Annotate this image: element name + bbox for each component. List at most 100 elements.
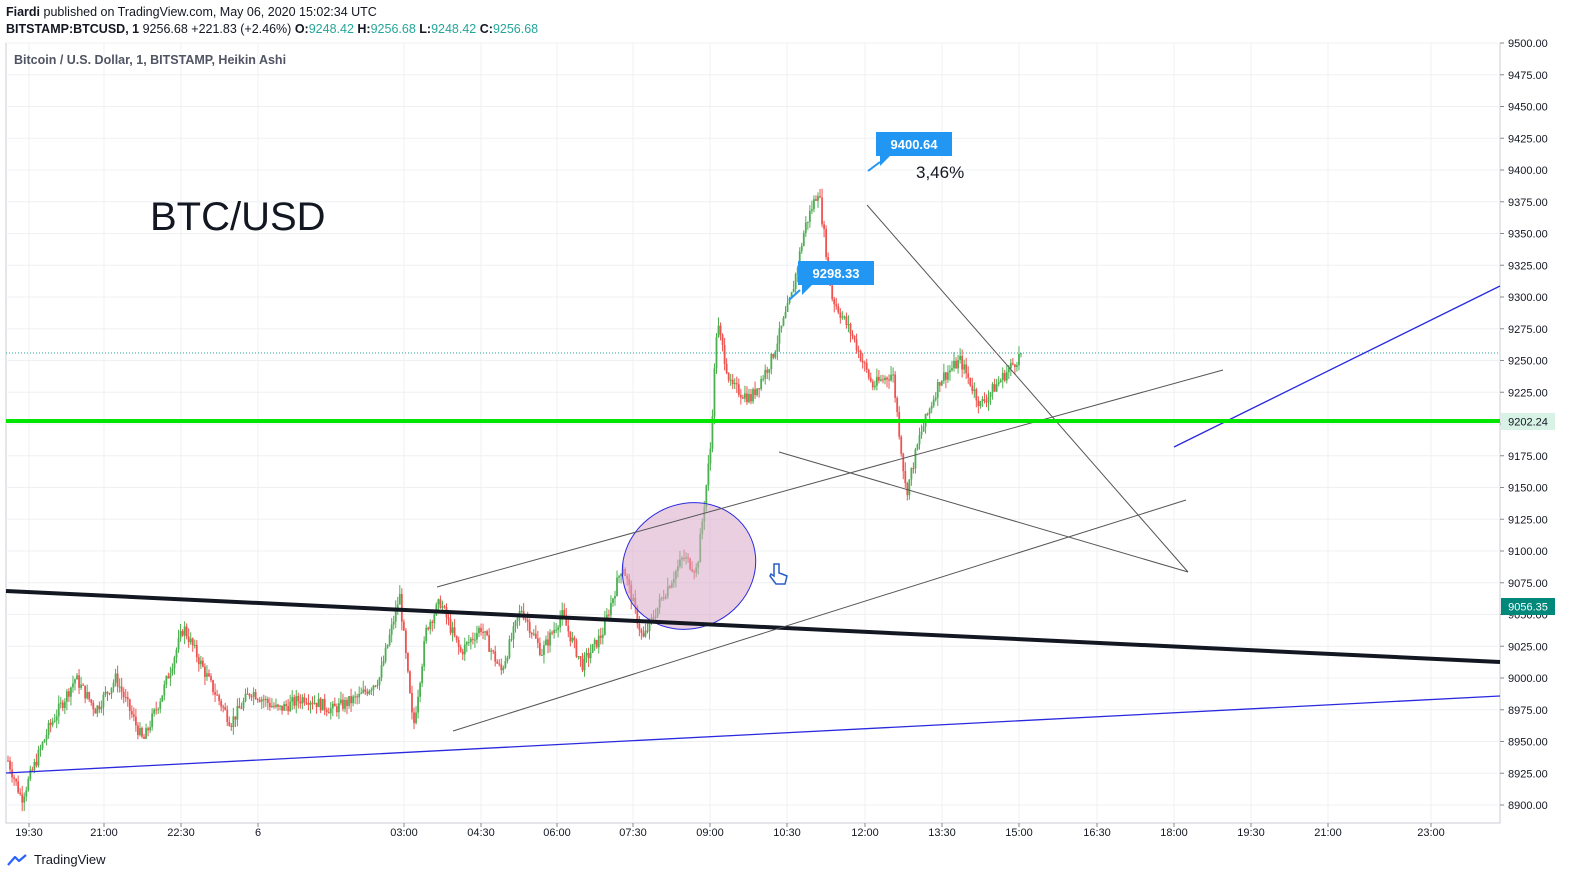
- candle-body: [640, 629, 643, 633]
- candle-body: [646, 630, 649, 632]
- low-value: 9248.42: [431, 22, 477, 36]
- candle-body: [534, 633, 537, 639]
- candle-body: [780, 325, 783, 329]
- callout-mid[interactable]: 9298.33: [788, 261, 874, 301]
- author-name[interactable]: Fiardi: [6, 5, 41, 19]
- candle-body: [788, 298, 791, 304]
- candle-body: [985, 401, 988, 403]
- tradingview-logo-icon[interactable]: [6, 853, 30, 867]
- candle-body: [413, 712, 415, 724]
- candle-body: [293, 697, 296, 706]
- brand-name[interactable]: TradingView: [34, 852, 106, 867]
- candle-body: [977, 400, 980, 407]
- candle-body: [620, 573, 622, 577]
- wedge-lower-line[interactable]: [778, 451, 1189, 573]
- candle-body: [760, 379, 763, 389]
- candle-body: [376, 684, 379, 686]
- channel-upper-line[interactable]: [436, 369, 1224, 588]
- candle-body: [80, 684, 82, 688]
- candle-body: [368, 690, 371, 694]
- price-badge-green-text: 9202.24: [1508, 417, 1548, 429]
- candle-body: [204, 666, 206, 677]
- candle-body: [750, 394, 752, 402]
- candle-body: [39, 748, 42, 750]
- candle-body: [898, 411, 901, 437]
- candle-body: [380, 665, 383, 678]
- candle-body: [532, 633, 535, 635]
- candle-body: [187, 636, 190, 643]
- y-tick-label: 9250.00: [1508, 356, 1548, 368]
- candle-body: [333, 703, 336, 707]
- blue-support-line[interactable]: [5, 695, 1501, 774]
- candle-body: [772, 353, 775, 358]
- candle-body: [920, 431, 923, 436]
- candle-body: [616, 577, 618, 596]
- candle-body: [15, 778, 18, 782]
- candle-body: [953, 360, 955, 369]
- candle-body: [459, 647, 462, 652]
- open-value: 9248.42: [308, 22, 354, 36]
- candle-body: [199, 660, 202, 665]
- candle-body: [287, 706, 290, 712]
- candle-body: [573, 637, 576, 641]
- x-tick-label: 21:00: [1314, 827, 1342, 839]
- candle-body: [59, 702, 62, 704]
- candle-body: [222, 706, 225, 708]
- candle-body: [153, 709, 156, 714]
- candle-body: [1005, 372, 1008, 381]
- time-axis[interactable]: 19:30 21:00 22:30 6 03:00 04:30 06:00 07:30 09:0…: [15, 823, 1445, 839]
- candle-body: [254, 692, 257, 700]
- candle-body: [63, 701, 66, 708]
- candle-body: [884, 377, 886, 381]
- candle-body: [112, 682, 115, 688]
- callout-high[interactable]: 9400.64: [867, 132, 952, 172]
- candle-body: [731, 379, 734, 385]
- candle-body: [409, 671, 411, 693]
- wedge-upper-line[interactable]: [866, 204, 1189, 573]
- black-trendline[interactable]: [5, 589, 1501, 664]
- candle-body: [888, 379, 890, 381]
- candle-body: [116, 673, 119, 687]
- big-label[interactable]: BTC/USD: [150, 195, 326, 239]
- candle-body: [212, 680, 214, 693]
- candle-body: [802, 233, 805, 246]
- price-badge-teal-text: 9056.35: [1508, 602, 1548, 614]
- candle-body: [1014, 364, 1016, 367]
- candle-body: [128, 699, 131, 712]
- x-tick-label: 09:00: [696, 827, 724, 839]
- candle-body: [429, 621, 432, 630]
- price-axis[interactable]: 9500.00 9475.00 9450.00 9425.00 9400.00 9375.…: [1500, 38, 1548, 812]
- candle-body: [382, 661, 385, 666]
- candle-body: [900, 436, 903, 454]
- candle-body: [283, 704, 285, 711]
- candle-body: [575, 640, 578, 657]
- candle-body: [297, 696, 300, 702]
- candle-body: [902, 453, 905, 472]
- candle-body: [831, 285, 834, 300]
- candle-body: [218, 695, 221, 701]
- candle-body: [118, 686, 121, 688]
- candle-body: [51, 721, 54, 725]
- candle-body: [486, 631, 488, 636]
- candle-body: [746, 393, 748, 403]
- candle-body: [587, 653, 590, 659]
- y-tick-label: 9375.00: [1508, 197, 1548, 209]
- candle-body: [1007, 368, 1010, 373]
- candle-body: [246, 693, 249, 695]
- candle-body: [236, 705, 239, 720]
- candle-body: [277, 704, 279, 707]
- candle-body: [906, 483, 909, 496]
- candle-body: [490, 650, 493, 652]
- candle-body: [177, 638, 180, 650]
- candle-body: [1001, 372, 1004, 381]
- candle-body: [989, 392, 992, 397]
- y-tick-label: 9400.00: [1508, 165, 1548, 177]
- percent-label[interactable]: 3,46%: [916, 163, 964, 182]
- highlight-ellipse[interactable]: [600, 479, 778, 652]
- candle-body: [417, 696, 419, 713]
- channel-lower-line[interactable]: [452, 499, 1187, 732]
- candle-body: [342, 699, 344, 709]
- candle-body: [96, 705, 99, 714]
- candle-body: [216, 694, 218, 696]
